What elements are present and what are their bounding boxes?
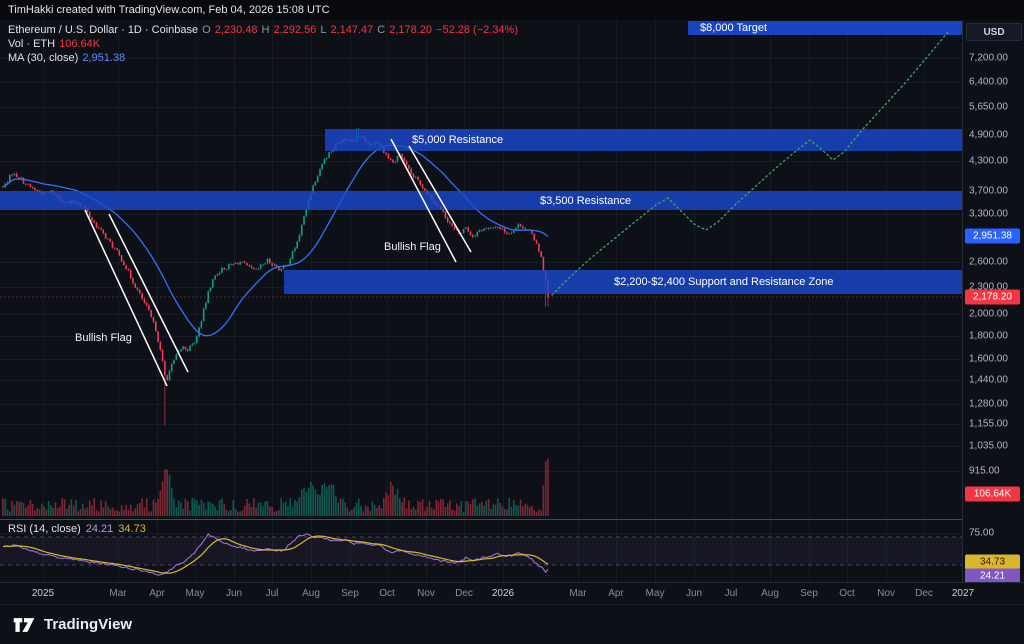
volume-badge[interactable]: 106.64K (965, 486, 1020, 502)
brand-name[interactable]: TradingView (44, 616, 133, 633)
ma-label[interactable]: MA (30, close) (8, 52, 79, 64)
time-axis-label: Nov (417, 588, 435, 599)
time-axis-label: Jul (724, 588, 738, 599)
time-axis-label: Apr (608, 588, 624, 599)
time-axis-label: Sep (800, 588, 818, 599)
price-axis-label: 75.00 (969, 527, 995, 539)
rsi-value: 24.21 (85, 523, 114, 535)
price-axis-label: 1,035.00 (969, 440, 1008, 452)
trendline[interactable] (408, 145, 472, 253)
price-axis-label: 2,300.00 (969, 281, 1008, 293)
trendline[interactable] (108, 213, 189, 373)
price-axis-label: 1,440.00 (969, 374, 1008, 386)
low-label: L (320, 24, 327, 36)
ma-value: 2,951.38 (82, 52, 126, 64)
price-axis-label: 5,650.00 (969, 101, 1008, 113)
open-label: O (202, 24, 211, 36)
ma-price-badge[interactable]: 2,951.38 (965, 228, 1020, 244)
close-value: 2,178.20 (389, 24, 433, 36)
price-axis-label: 1,800.00 (969, 330, 1008, 342)
time-axis-label: May (185, 588, 205, 599)
time-axis-label: Aug (302, 588, 320, 599)
ma-row: MA (30, close) 2,951.38 (8, 52, 518, 65)
time-axis-label: Sep (341, 588, 359, 599)
price-axis-label: 915.00 (969, 465, 1000, 477)
time-axis-label: 2025 (31, 588, 55, 599)
price-axis[interactable]: USD 7,200.00 6,400.00 5,650.00 4,900.00 4,30… (962, 0, 1024, 584)
time-axis-label: Jun (225, 588, 243, 599)
high-value: 2,292.56 (273, 24, 317, 36)
symbol-legend: Ethereum / U.S. Dollar · 1D · Coinbase O… (8, 24, 518, 66)
time-axis-label: Jul (265, 588, 279, 599)
low-value: 2,147.47 (330, 24, 374, 36)
projection-path[interactable] (551, 31, 949, 296)
time-axis-label: Jun (685, 588, 703, 599)
price-axis-label: 4,900.00 (969, 129, 1008, 141)
tradingview-logo[interactable] (12, 615, 36, 635)
time-axis-label: Oct (839, 588, 855, 599)
time-axis-label: Nov (877, 588, 895, 599)
volume-value: 106.64K (59, 38, 101, 50)
price-axis-label: 2,600.00 (969, 256, 1008, 268)
price-axis-label: 2,000.00 (969, 308, 1008, 320)
time-axis-label: Dec (455, 588, 473, 599)
rsi-ma-line[interactable] (2, 535, 549, 574)
time-axis-label: 2026 (491, 588, 515, 599)
close-label: C (377, 24, 386, 36)
volume-bars (2, 458, 549, 516)
time-axis-label: Dec (915, 588, 933, 599)
time-axis-label: Aug (761, 588, 779, 599)
price-axis-label: 1,600.00 (969, 353, 1008, 365)
attribution-bar: TimHakki created with TradingView.com, F… (0, 0, 1024, 20)
time-axis-label: Mar (569, 588, 587, 599)
currency-selector[interactable]: USD (966, 23, 1022, 41)
attribution-text: TimHakki created with TradingView.com, F… (8, 4, 330, 16)
rsi-ma-value: 34.73 (118, 523, 146, 535)
change-value: −52.28 (−2.34%) (436, 24, 518, 36)
time-axis-label: Apr (149, 588, 165, 599)
volume-label[interactable]: Vol · ETH (8, 38, 56, 50)
rsi-legend: RSI (14, close) 24.21 34.73 (8, 523, 146, 535)
volume-row: Vol · ETH 106.64K (8, 38, 518, 51)
ma-line[interactable] (2, 144, 549, 337)
rsi-ma-badge[interactable]: 34.73 (965, 554, 1020, 570)
rsi-badge[interactable]: 24.21 (965, 568, 1020, 584)
symbol-title[interactable]: Ethereum / U.S. Dollar · 1D · Coinbase (8, 24, 199, 36)
trendline[interactable] (390, 138, 457, 263)
time-axis-label: Mar (109, 588, 127, 599)
price-axis-label: 6,400.00 (969, 76, 1008, 88)
symbol-info-row: Ethereum / U.S. Dollar · 1D · Coinbase O… (8, 24, 518, 37)
time-axis-label: 2027 (951, 588, 975, 599)
footer-bar: TradingView (0, 604, 1024, 644)
price-zones (0, 21, 962, 294)
price-axis-label: 3,700.00 (969, 185, 1008, 197)
time-axis-label: May (645, 588, 665, 599)
time-axis-label: Oct (379, 588, 395, 599)
last-price-badge[interactable]: 2,178.20 (965, 289, 1020, 305)
grid-lines (0, 20, 962, 582)
price-axis-label: 7,200.00 (969, 52, 1008, 64)
high-label: H (261, 24, 270, 36)
trendline[interactable] (84, 209, 168, 387)
price-axis-label: 3,300.00 (969, 208, 1008, 220)
price-axis-label: 1,280.00 (969, 398, 1008, 410)
price-axis-label: 1,155.00 (969, 418, 1008, 430)
time-axis[interactable]: 2025 Mar Apr May Jun Jul Aug Sep Oct Nov Dec 2026 Ma… (0, 582, 1024, 604)
rsi-label[interactable]: RSI (14, close) (8, 523, 81, 535)
price-chart-canvas[interactable] (0, 0, 962, 582)
open-value: 2,230.48 (214, 24, 258, 36)
rsi-band (0, 537, 962, 565)
price-axis-label: 4,300.00 (969, 155, 1008, 167)
